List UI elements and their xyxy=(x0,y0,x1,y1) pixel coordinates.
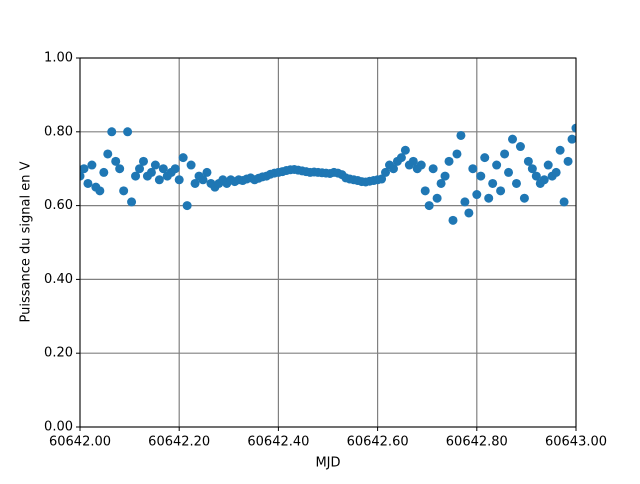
point xyxy=(456,130,466,140)
point xyxy=(539,175,549,185)
point xyxy=(519,193,529,203)
ticks: 60642.00 60642.20 60642.40 60642.60 60642.80… xyxy=(44,51,607,450)
point xyxy=(531,171,541,181)
point xyxy=(420,186,430,196)
point xyxy=(202,167,212,177)
point xyxy=(111,156,121,166)
point xyxy=(396,153,406,163)
x-axis-label: MJD xyxy=(315,456,340,471)
point xyxy=(511,178,521,188)
point xyxy=(408,156,418,166)
point xyxy=(492,160,502,170)
point xyxy=(388,164,398,174)
point xyxy=(190,178,200,188)
point xyxy=(523,156,533,166)
point xyxy=(504,167,514,177)
point xyxy=(563,156,573,166)
point xyxy=(468,164,478,174)
x-tick-label: 60642.60 xyxy=(347,435,409,450)
y-tick-label: 0.00 xyxy=(44,420,73,435)
point xyxy=(464,208,474,218)
point xyxy=(198,175,208,185)
point xyxy=(154,175,164,185)
point xyxy=(416,160,426,170)
point xyxy=(131,171,141,181)
point xyxy=(119,186,129,196)
point xyxy=(452,149,462,159)
point xyxy=(381,167,391,177)
point xyxy=(543,160,553,170)
x-tick-label: 60642.20 xyxy=(148,435,210,450)
point xyxy=(428,164,438,174)
x-tick-label: 60642.00 xyxy=(49,435,111,450)
point xyxy=(87,160,97,170)
point xyxy=(80,164,89,174)
point xyxy=(400,145,410,155)
point xyxy=(146,167,156,177)
point xyxy=(460,197,470,207)
point xyxy=(103,149,113,159)
point xyxy=(127,197,137,207)
point xyxy=(186,160,196,170)
point xyxy=(178,153,188,163)
point xyxy=(174,175,184,185)
y-tick-label: 0.80 xyxy=(44,124,73,139)
point xyxy=(95,186,105,196)
x-tick-label: 60642.80 xyxy=(446,435,508,450)
x-tick-label: 60643.00 xyxy=(545,435,607,450)
point xyxy=(567,134,576,144)
point xyxy=(476,171,486,181)
point xyxy=(508,134,518,144)
point xyxy=(115,164,125,174)
point xyxy=(551,167,561,177)
y-tick-label: 0.20 xyxy=(44,346,73,361)
point xyxy=(448,215,458,225)
point xyxy=(182,201,192,211)
point xyxy=(496,186,506,196)
points xyxy=(80,123,576,225)
x-tick-label: 60642.40 xyxy=(247,435,309,450)
point xyxy=(135,164,145,174)
point xyxy=(500,149,510,159)
point xyxy=(571,123,576,133)
point xyxy=(170,164,180,174)
y-tick-label: 1.00 xyxy=(44,51,73,66)
point xyxy=(123,127,133,137)
point xyxy=(488,178,498,188)
point xyxy=(555,145,565,155)
point xyxy=(440,171,450,181)
point xyxy=(80,171,85,181)
y-tick-label: 0.60 xyxy=(44,198,73,213)
point xyxy=(138,156,148,166)
y-axis-label: Puissance du signal en V xyxy=(19,161,34,322)
point xyxy=(480,153,490,163)
plot-frame xyxy=(79,57,577,428)
point xyxy=(559,197,569,207)
point xyxy=(377,174,387,184)
point xyxy=(432,193,442,203)
y-tick-label: 0.40 xyxy=(44,272,73,287)
point xyxy=(436,178,446,188)
point xyxy=(484,193,494,203)
point xyxy=(158,164,168,174)
point xyxy=(515,142,525,152)
point xyxy=(424,201,434,211)
point xyxy=(472,190,482,200)
point xyxy=(83,178,93,188)
point xyxy=(444,156,454,166)
point xyxy=(107,127,117,137)
point xyxy=(527,164,537,174)
point xyxy=(99,167,109,177)
point xyxy=(150,160,160,170)
